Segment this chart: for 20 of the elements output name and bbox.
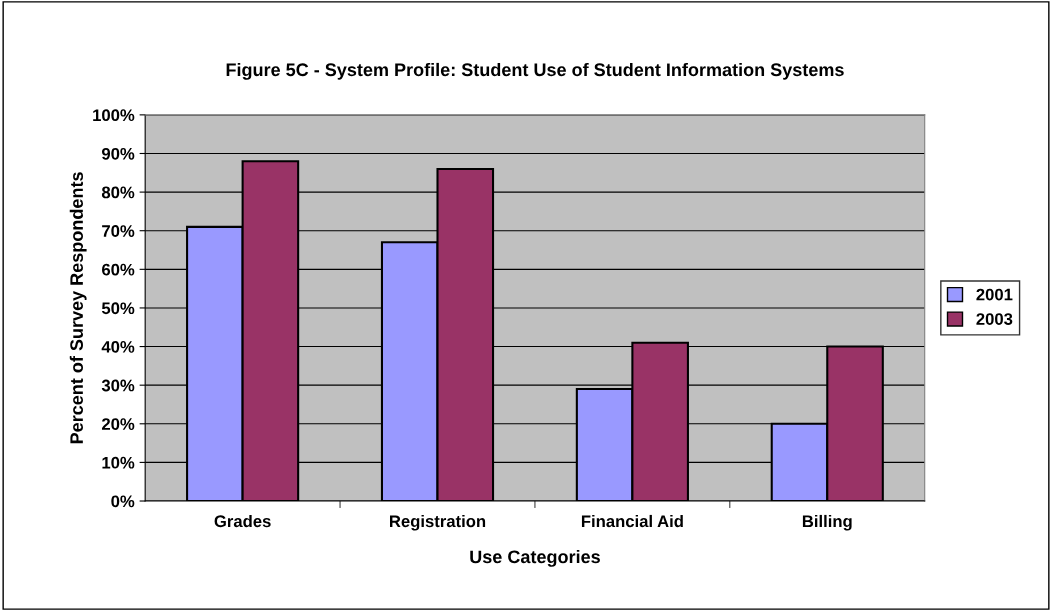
y-tick-label: 60% <box>102 263 135 276</box>
y-tick-label: 90% <box>101 147 135 160</box>
x-tick-label: Grades <box>214 514 271 528</box>
y-tick-label: 0% <box>111 495 135 508</box>
y-tick-label: 20% <box>101 418 135 430</box>
y-tick-label: 10% <box>102 456 135 469</box>
y-tick-label: 100% <box>93 109 135 122</box>
x-tick-label: Financial Aid <box>581 514 683 528</box>
x-axis-title: Use Categories <box>470 549 600 567</box>
legend-label: 2001 <box>976 288 1013 301</box>
x-tick-label: Billing <box>802 514 852 531</box>
y-axis-title: Percent of Survey Respondents <box>69 172 87 444</box>
chart-title: Figure 5C - System Profile: Student Use of Student Information Systems <box>226 62 844 80</box>
x-tick-label: Registration <box>390 514 486 531</box>
y-tick-label: 30% <box>101 379 135 392</box>
y-tick-label: 40% <box>101 340 135 353</box>
y-tick-label: 70% <box>102 225 135 237</box>
y-tick-label: 50% <box>101 302 135 315</box>
legend-label: 2003 <box>976 313 1013 325</box>
y-tick-label: 80% <box>101 186 135 199</box>
